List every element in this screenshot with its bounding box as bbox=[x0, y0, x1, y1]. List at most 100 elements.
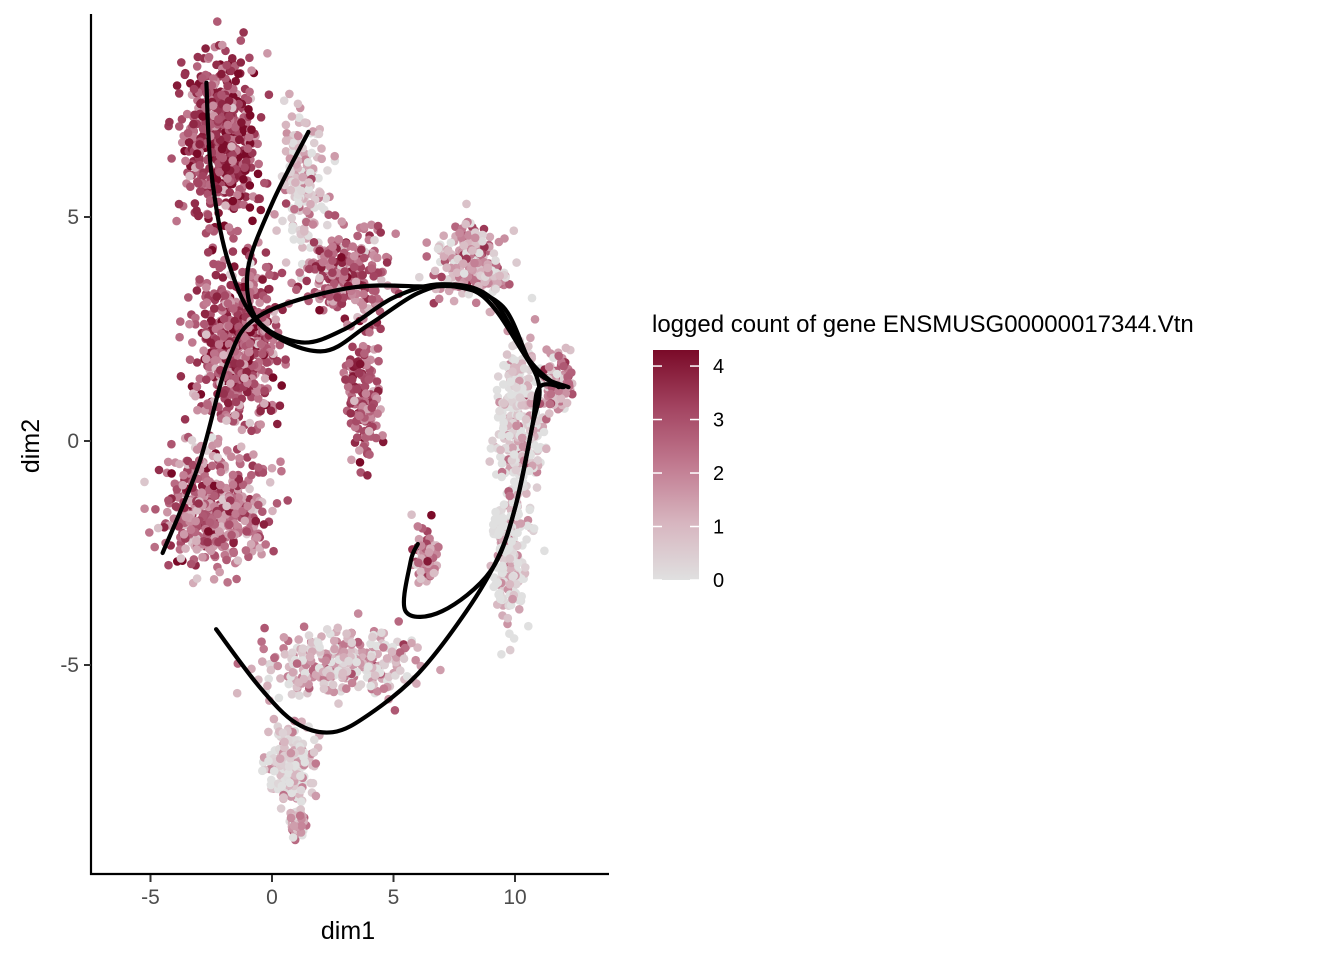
data-point bbox=[140, 504, 149, 513]
data-point bbox=[505, 554, 515, 563]
data-point bbox=[268, 506, 277, 516]
data-point bbox=[396, 666, 405, 675]
data-point bbox=[249, 450, 258, 459]
data-point bbox=[233, 226, 242, 236]
data-point bbox=[222, 555, 231, 565]
data-point bbox=[264, 756, 273, 766]
data-point bbox=[195, 187, 205, 196]
data-point bbox=[525, 505, 535, 515]
data-point bbox=[223, 398, 233, 408]
data-point bbox=[219, 350, 228, 360]
data-point bbox=[341, 375, 350, 384]
data-point bbox=[324, 249, 333, 258]
data-point bbox=[253, 139, 262, 149]
data-point bbox=[373, 344, 383, 353]
data-point bbox=[239, 28, 248, 37]
data-point bbox=[304, 631, 314, 640]
data-point bbox=[176, 372, 186, 381]
data-point bbox=[167, 439, 176, 449]
data-point bbox=[499, 500, 509, 509]
data-point bbox=[347, 455, 356, 465]
data-point bbox=[202, 298, 211, 307]
data-point bbox=[370, 671, 380, 680]
data-point bbox=[494, 590, 503, 599]
data-point bbox=[474, 248, 484, 258]
data-point bbox=[367, 264, 377, 273]
data-point bbox=[352, 657, 361, 667]
data-point bbox=[209, 349, 219, 358]
data-point bbox=[353, 637, 363, 647]
data-point bbox=[262, 294, 272, 304]
data-point bbox=[382, 258, 392, 267]
data-point bbox=[491, 284, 501, 294]
data-point bbox=[275, 340, 285, 350]
data-point bbox=[369, 272, 379, 281]
data-point bbox=[296, 785, 306, 795]
data-point bbox=[545, 409, 554, 418]
data-point bbox=[201, 330, 211, 339]
data-point bbox=[358, 300, 368, 310]
data-point bbox=[532, 483, 542, 492]
trajectory-curve bbox=[160, 283, 542, 619]
data-point bbox=[201, 375, 211, 385]
data-point bbox=[195, 275, 204, 284]
data-point bbox=[364, 375, 374, 384]
data-point bbox=[192, 62, 202, 71]
data-point bbox=[189, 84, 199, 94]
data-point bbox=[416, 567, 426, 576]
data-point bbox=[256, 205, 266, 215]
data-point bbox=[215, 567, 224, 577]
legend: logged count of gene ENSMUSG00000017344.… bbox=[652, 311, 1194, 592]
data-point bbox=[206, 546, 216, 556]
data-point bbox=[345, 359, 354, 368]
data-point bbox=[163, 507, 172, 517]
data-point bbox=[251, 516, 261, 526]
data-point bbox=[526, 333, 535, 343]
data-point bbox=[478, 237, 487, 246]
legend-break-label: 4 bbox=[713, 356, 724, 378]
data-point bbox=[193, 405, 202, 415]
data-point bbox=[510, 356, 520, 365]
data-point bbox=[318, 257, 328, 267]
data-point bbox=[269, 714, 279, 724]
data-point bbox=[225, 188, 235, 197]
data-point bbox=[444, 286, 454, 296]
data-point bbox=[240, 516, 250, 526]
data-point bbox=[223, 299, 233, 308]
data-point bbox=[416, 574, 426, 583]
data-point bbox=[222, 501, 231, 511]
data-point bbox=[407, 638, 416, 648]
data-point bbox=[493, 372, 503, 381]
data-point bbox=[223, 578, 232, 587]
data-point bbox=[306, 199, 315, 209]
data-point bbox=[328, 268, 337, 278]
data-point bbox=[358, 270, 368, 280]
data-point bbox=[452, 268, 462, 278]
data-point bbox=[270, 210, 279, 219]
data-point bbox=[261, 540, 271, 549]
data-point bbox=[237, 118, 246, 127]
data-point bbox=[253, 394, 263, 403]
data-point bbox=[266, 665, 276, 675]
data-point bbox=[244, 347, 254, 357]
data-point bbox=[245, 132, 254, 142]
data-point bbox=[485, 307, 495, 317]
data-point bbox=[459, 241, 469, 250]
data-point bbox=[554, 351, 563, 361]
data-point bbox=[285, 89, 294, 99]
data-point bbox=[181, 156, 190, 166]
data-point bbox=[236, 36, 246, 45]
data-point bbox=[355, 458, 365, 467]
data-point bbox=[533, 444, 543, 454]
data-point bbox=[376, 275, 386, 285]
data-point bbox=[192, 545, 202, 554]
data-point bbox=[231, 76, 240, 86]
data-point bbox=[259, 644, 269, 654]
data-point bbox=[219, 314, 229, 324]
data-point bbox=[221, 163, 231, 172]
data-point bbox=[207, 461, 217, 471]
data-point bbox=[505, 580, 515, 589]
data-point bbox=[253, 463, 263, 472]
data-point bbox=[145, 528, 154, 537]
data-point bbox=[485, 232, 495, 242]
